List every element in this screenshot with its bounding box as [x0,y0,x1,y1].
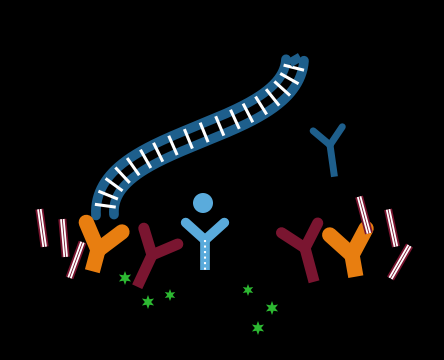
Bar [388,244,409,278]
Polygon shape [243,284,253,296]
Polygon shape [165,289,175,301]
Bar [360,196,371,233]
Bar [37,209,44,247]
Bar [40,209,47,247]
Bar [67,242,82,278]
Polygon shape [142,295,154,309]
Bar [386,210,396,247]
Bar [355,195,373,234]
Bar [60,219,65,257]
Bar [36,209,48,247]
Bar [288,53,302,67]
Bar [391,246,412,280]
Bar [63,219,68,257]
Bar [66,241,86,279]
Bar [388,209,398,247]
Bar [70,242,85,279]
Bar [387,244,413,280]
Bar [357,197,369,234]
Circle shape [193,193,213,213]
Polygon shape [119,271,131,285]
Polygon shape [252,321,264,335]
Bar [384,208,400,247]
Bar [58,219,70,257]
Polygon shape [266,301,278,315]
